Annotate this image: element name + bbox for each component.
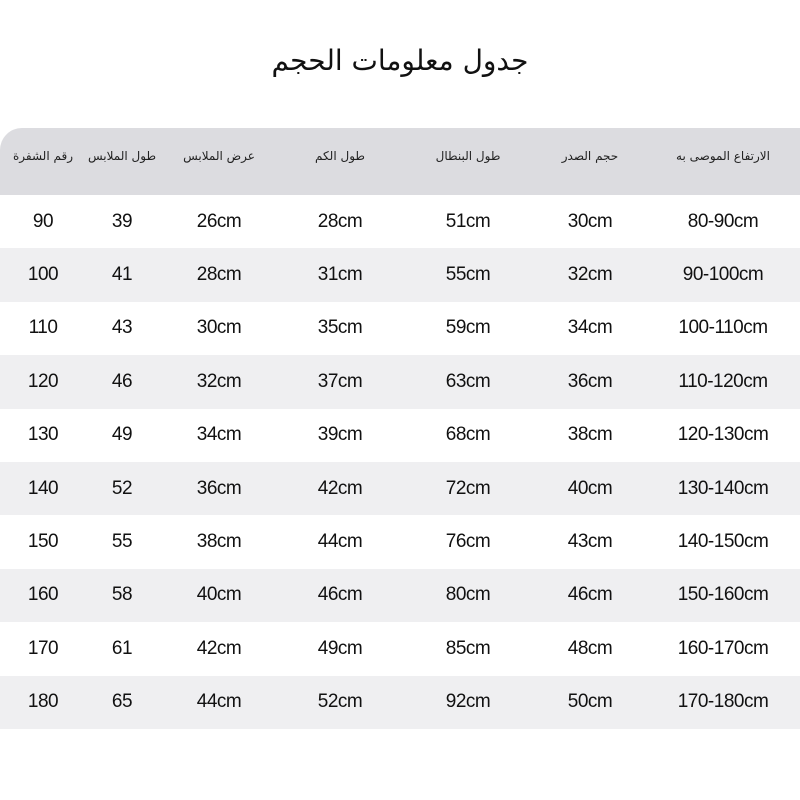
size-table: رقم الشفرة طول الملابس عرض الملابس طول الكم… bbox=[0, 128, 800, 729]
table-cell: 160-170cm bbox=[677, 637, 769, 659]
table-cell: 42cm bbox=[196, 637, 242, 659]
table-cell: 34cm bbox=[567, 317, 613, 339]
table-header: رقم الشفرة طول الملابس عرض الملابس طول الكم… bbox=[0, 128, 800, 195]
table-cell: 36cm bbox=[567, 370, 613, 392]
column-header: طول البنطال bbox=[435, 148, 501, 163]
table-cell: 46cm bbox=[567, 584, 613, 606]
table-row: 150 55 38cm 44cm 76cm 43cm 140-150cm bbox=[0, 515, 800, 568]
column-header: عرض الملابس bbox=[183, 148, 255, 163]
table-body: 90 39 26cm 28cm 51cm 30cm 80-90cm 100 41 28cm 31cm… bbox=[0, 195, 800, 729]
table-cell: 76cm bbox=[445, 531, 491, 553]
table-cell: 58 bbox=[111, 584, 133, 606]
table-cell: 46 bbox=[111, 370, 133, 392]
table-cell: 28cm bbox=[317, 210, 363, 232]
table-cell: 52cm bbox=[317, 691, 363, 713]
table-cell: 43 bbox=[111, 317, 133, 339]
table-cell: 80cm bbox=[445, 584, 491, 606]
column-header: رقم الشفرة bbox=[12, 148, 74, 163]
table-row: 170 61 42cm 49cm 85cm 48cm 160-170cm bbox=[0, 622, 800, 675]
table-cell: 30cm bbox=[567, 210, 613, 232]
table-cell: 100-110cm bbox=[678, 317, 768, 339]
table-cell: 51cm bbox=[445, 210, 491, 232]
table-cell: 110-120cm bbox=[678, 370, 768, 392]
table-cell: 55cm bbox=[445, 264, 491, 286]
table-cell: 32cm bbox=[196, 370, 242, 392]
table-cell: 26cm bbox=[196, 210, 242, 232]
table-cell: 100 bbox=[27, 264, 59, 286]
column-header: طول الكم bbox=[315, 148, 365, 163]
table-cell: 120 bbox=[27, 370, 59, 392]
table-cell: 40cm bbox=[196, 584, 242, 606]
page-title: جدول معلومات الحجم bbox=[271, 44, 529, 77]
table-cell: 90 bbox=[32, 210, 54, 232]
table-row: 120 46 32cm 37cm 63cm 36cm 110-120cm bbox=[0, 355, 800, 409]
table-row: 140 52 36cm 42cm 72cm 40cm 130-140cm bbox=[0, 461, 800, 516]
table-cell: 34cm bbox=[196, 424, 242, 446]
table-cell: 30cm bbox=[196, 317, 242, 339]
table-cell: 28cm bbox=[196, 264, 242, 286]
table-cell: 39 bbox=[111, 210, 133, 232]
table-cell: 120-130cm bbox=[677, 424, 769, 446]
table-row: 100 41 28cm 31cm 55cm 32cm 90-100cm bbox=[0, 248, 800, 302]
table-cell: 36cm bbox=[196, 477, 242, 499]
table-cell: 35cm bbox=[317, 317, 363, 339]
table-cell: 43cm bbox=[567, 531, 613, 553]
table-cell: 130-140cm bbox=[677, 477, 769, 499]
table-cell: 48cm bbox=[567, 637, 613, 659]
table-cell: 160 bbox=[27, 584, 59, 606]
table-cell: 170-180cm bbox=[677, 691, 769, 713]
table-cell: 140-150cm bbox=[677, 531, 769, 553]
table-cell: 63cm bbox=[445, 370, 491, 392]
table-cell: 32cm bbox=[567, 264, 613, 286]
table-cell: 38cm bbox=[567, 424, 613, 446]
table-cell: 44cm bbox=[317, 531, 363, 553]
table-cell: 50cm bbox=[567, 691, 613, 713]
table-cell: 140 bbox=[27, 477, 59, 499]
table-cell: 61 bbox=[111, 637, 133, 659]
table-cell: 55 bbox=[111, 531, 133, 553]
table-cell: 49cm bbox=[317, 637, 363, 659]
table-cell: 150 bbox=[27, 531, 59, 553]
table-cell: 44cm bbox=[196, 691, 242, 713]
table-cell: 37cm bbox=[317, 370, 363, 392]
column-header: الارتفاع الموصى به bbox=[676, 148, 770, 163]
table-row: 130 49 34cm 39cm 68cm 38cm 120-130cm bbox=[0, 409, 800, 462]
table-cell: 170 bbox=[27, 637, 59, 659]
table-cell: 39cm bbox=[317, 424, 363, 446]
table-cell: 38cm bbox=[196, 531, 242, 553]
table-row: 160 58 40cm 46cm 80cm 46cm 150-160cm bbox=[0, 568, 800, 623]
table-cell: 42cm bbox=[317, 477, 363, 499]
table-cell: 46cm bbox=[317, 584, 363, 606]
table-cell: 80-90cm bbox=[687, 210, 759, 232]
table-row: 110 43 30cm 35cm 59cm 34cm 100-110cm bbox=[0, 302, 800, 355]
table-cell: 65 bbox=[111, 691, 133, 713]
table-cell: 72cm bbox=[445, 477, 491, 499]
table-cell: 150-160cm bbox=[677, 584, 769, 606]
table-cell: 31cm bbox=[317, 264, 363, 286]
table-cell: 49 bbox=[111, 424, 133, 446]
table-cell: 85cm bbox=[445, 637, 491, 659]
table-cell: 52 bbox=[111, 477, 133, 499]
table-cell: 92cm bbox=[445, 691, 491, 713]
table-cell: 180 bbox=[27, 691, 59, 713]
column-header: طول الملابس bbox=[87, 148, 157, 163]
table-cell: 130 bbox=[27, 424, 59, 446]
table-row: 90 39 26cm 28cm 51cm 30cm 80-90cm bbox=[0, 195, 800, 248]
table-cell: 90-100cm bbox=[682, 264, 764, 286]
table-cell: 40cm bbox=[567, 477, 613, 499]
table-row: 180 65 44cm 52cm 92cm 50cm 170-180cm bbox=[0, 675, 800, 729]
column-header: حجم الصدر bbox=[561, 148, 619, 163]
table-cell: 59cm bbox=[445, 317, 491, 339]
table-cell: 110 bbox=[28, 317, 58, 339]
table-cell: 68cm bbox=[445, 424, 491, 446]
table-cell: 41 bbox=[111, 264, 133, 286]
